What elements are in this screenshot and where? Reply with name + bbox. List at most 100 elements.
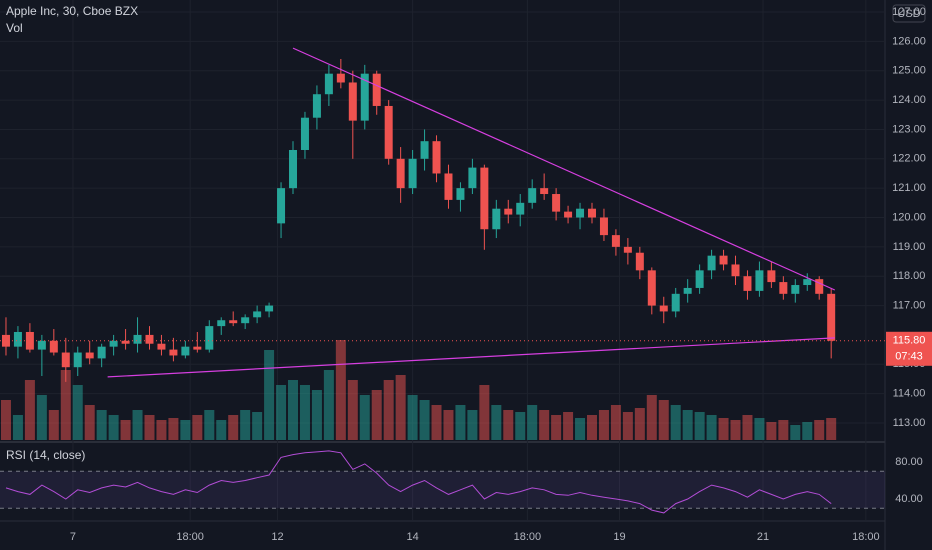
candle-body	[456, 188, 465, 200]
volume-bar	[455, 405, 466, 440]
volume-bar	[407, 395, 418, 440]
volume-bar	[431, 405, 442, 440]
candle-body	[743, 276, 752, 291]
volume-bar	[527, 405, 538, 440]
volume-bar	[694, 412, 705, 440]
candle-body	[133, 334, 142, 344]
candle-body	[49, 340, 58, 353]
volume-bar	[84, 405, 95, 440]
candle-body	[229, 320, 238, 324]
volume-bar	[742, 415, 753, 440]
candles	[1, 58, 836, 382]
candle-body	[695, 270, 704, 288]
candle-body	[803, 279, 812, 286]
candle-body	[791, 285, 800, 294]
volume-bar	[479, 385, 490, 440]
volume-bar	[36, 395, 47, 440]
rsi-title: RSI (14, close)	[6, 448, 85, 462]
volume-bar	[586, 415, 597, 440]
candle-body	[635, 252, 644, 271]
y-tick-label: 117.00	[893, 299, 926, 311]
candle-body	[623, 246, 632, 253]
y-tick-label: 122.00	[892, 153, 926, 165]
candle-body	[61, 352, 70, 368]
candle-body	[611, 235, 620, 247]
candle-body	[432, 141, 441, 174]
candle-body	[707, 255, 716, 271]
volume-bar	[347, 380, 358, 440]
volume-bar	[180, 420, 191, 440]
trendline	[107, 337, 835, 378]
volume-bar	[156, 420, 167, 440]
candle-body	[265, 305, 274, 312]
y-tick-label: 123.00	[892, 123, 926, 135]
candle-body	[157, 343, 166, 350]
candle-body	[37, 340, 46, 350]
volume-bar	[299, 385, 310, 440]
volume-bar	[240, 410, 251, 440]
candle-body	[300, 117, 309, 150]
candle-body	[480, 167, 489, 230]
y-tick-label: 124.00	[892, 94, 926, 106]
candle-body	[587, 208, 596, 218]
candle-body	[336, 73, 345, 83]
candle-body	[217, 320, 226, 327]
candle-body	[312, 94, 321, 118]
volume-bar	[814, 420, 825, 440]
volume-bar	[622, 412, 633, 440]
candle-body	[755, 270, 764, 291]
volume-bar	[563, 412, 574, 440]
volume-bar	[598, 410, 609, 440]
volume-bar	[467, 410, 478, 440]
candle-body	[253, 311, 262, 318]
volume-bar	[766, 422, 777, 440]
candle-body	[73, 352, 82, 368]
volume-bar	[168, 418, 179, 440]
candle-body	[827, 293, 836, 341]
y-tick-label: 126.00	[892, 35, 926, 47]
candle-body	[109, 340, 118, 347]
volume-bar	[646, 395, 657, 440]
volume-bar	[575, 418, 586, 440]
candle-body	[599, 217, 608, 236]
rsi-tick-label: 40.00	[895, 493, 923, 505]
volume-bar	[276, 385, 287, 440]
volume-bar	[108, 415, 119, 440]
candle-body	[659, 305, 668, 312]
volume-bar	[491, 405, 502, 440]
x-tick-label: 21	[757, 531, 769, 543]
overlays	[0, 47, 885, 378]
candle-body	[528, 188, 537, 203]
volume-bar	[323, 370, 334, 440]
candle-body	[384, 105, 393, 159]
volume-bar	[228, 415, 239, 440]
last-price-label: 115.80	[893, 335, 926, 347]
y-tick-label: 119.00	[893, 241, 926, 253]
volume-bar	[48, 410, 59, 440]
volume-bar	[754, 418, 765, 440]
volume-bar	[419, 400, 430, 440]
candle-body	[85, 352, 94, 359]
candle-body	[193, 346, 202, 350]
candle-body	[13, 331, 22, 347]
volume-bar	[288, 380, 299, 440]
volume-bar	[144, 415, 155, 440]
y-tick-label: 114.00	[893, 388, 926, 400]
currency-box[interactable]	[892, 4, 926, 23]
volume-bar	[658, 400, 669, 440]
volume-bar	[706, 415, 717, 440]
candle-body	[731, 264, 740, 277]
candle-body	[145, 334, 154, 344]
volume-bar	[0, 400, 11, 440]
volume	[0, 340, 837, 440]
candle-body	[779, 282, 788, 294]
currency[interactable]: USD	[897, 8, 920, 20]
candle-body	[97, 346, 106, 359]
candle-body	[396, 158, 405, 189]
candle-body	[324, 73, 333, 95]
candle-body	[1, 334, 10, 347]
y-tick-label: 118.00	[893, 270, 926, 282]
candle-body	[444, 173, 453, 200]
candle-body	[408, 158, 417, 189]
